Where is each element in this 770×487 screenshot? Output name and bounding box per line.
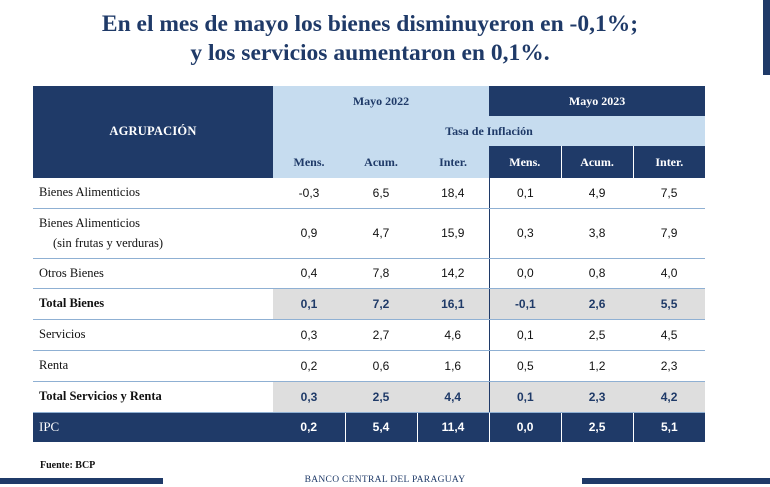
cell-value: 2,5 (345, 381, 417, 413)
footer-bank-name: BANCO CENTRAL DEL PARAGUAY (304, 475, 466, 485)
col-header-mens-2023: Mens. (489, 146, 562, 178)
cell-value: 0,1 (273, 288, 345, 320)
cell-value: 0,2 (273, 350, 345, 382)
cell-value: 0,5 (488, 350, 562, 382)
cell-value: 4,9 (561, 178, 634, 209)
col-header-acum-2023: Acum. (560, 146, 634, 178)
cell-value: 18,4 (417, 178, 490, 209)
title-line-2: y los servicios aumentaron en 0,1%. (190, 40, 550, 66)
col-header-acum-2022: Acum. (345, 146, 417, 178)
cell-value: -0,1 (488, 288, 562, 320)
cell-value: 0,2 (273, 412, 345, 442)
metric-header: Tasa de Inflación (273, 116, 706, 146)
cell-value: 0,4 (273, 258, 345, 289)
table-row-total-servicios: Total Servicios y Renta 0,3 2,5 4,4 0,1 … (33, 381, 706, 413)
cell-value: 4,4 (417, 381, 490, 413)
row-label: IPC (33, 412, 273, 442)
cell-value: 4,0 (633, 258, 706, 289)
cell-value: 2,7 (345, 319, 417, 351)
cell-value: 0,0 (488, 258, 562, 289)
col-header-inter-2022: Inter. (417, 146, 490, 178)
cell-value: 4,5 (633, 319, 706, 351)
inflation-table: Mayo 2022 Mayo 2023 AGRUPACIÓN Tasa de I… (33, 86, 706, 442)
source-note: Fuente: BCP (40, 460, 96, 471)
table-row: Otros Bienes 0,4 7,8 14,2 0,0 0,8 4,0 (33, 258, 706, 289)
table-row-ipc: IPC 0,2 5,4 11,4 0,0 2,5 5,1 (33, 412, 706, 442)
cell-value: 2,3 (561, 381, 634, 413)
row-label: Bienes Alimenticios (33, 178, 273, 209)
table-row-total-bienes: Total Bienes 0,1 7,2 16,1 -0,1 2,6 5,5 (33, 288, 706, 320)
cell-value: 16,1 (417, 288, 490, 320)
cell-value: 0,9 (273, 208, 345, 259)
period-2023-header: Mayo 2023 (489, 86, 706, 116)
col-header-inter-2023: Inter. (632, 146, 706, 178)
cell-value: 5,5 (633, 288, 706, 320)
cell-value: 6,5 (345, 178, 417, 209)
cell-value: 7,5 (633, 178, 706, 209)
cell-value: 5,1 (632, 412, 706, 442)
table-row: Bienes Alimenticios -0,3 6,5 18,4 0,1 4,… (33, 178, 706, 209)
cell-value: 0,3 (273, 381, 345, 413)
cell-value: 2,5 (560, 412, 634, 442)
cell-value: 14,2 (417, 258, 490, 289)
cell-value: 3,8 (561, 208, 634, 259)
row-label: Renta (33, 350, 273, 382)
table-row: Bienes Alimenticios (sin frutas y verdur… (33, 208, 706, 259)
cell-value: 7,2 (345, 288, 417, 320)
header-blank-bottom (33, 146, 273, 178)
right-edge-bar (763, 0, 770, 75)
table-row: Servicios 0,3 2,7 4,6 0,1 2,5 4,5 (33, 319, 706, 351)
cell-value: 2,5 (561, 319, 634, 351)
cell-value: 4,7 (345, 208, 417, 259)
cell-value: 0,0 (488, 412, 562, 442)
cell-value: 0,3 (273, 319, 345, 351)
cell-value: 0,1 (488, 319, 562, 351)
cell-value: 0,3 (488, 208, 562, 259)
row-label-line-2: (sin frutas y verduras) (53, 235, 164, 250)
footer-bar-left (0, 478, 163, 484)
row-label: Servicios (33, 319, 273, 351)
cell-value: 0,1 (488, 178, 562, 209)
row-label: Bienes Alimenticios (sin frutas y verdur… (33, 208, 273, 259)
cell-value: 4,6 (417, 319, 490, 351)
cell-value: 1,6 (417, 350, 490, 382)
cell-value: -0,3 (273, 178, 345, 209)
cell-value: 1,2 (561, 350, 634, 382)
header-blank-top (33, 86, 273, 116)
cell-value: 15,9 (417, 208, 490, 259)
table-row: Renta 0,2 0,6 1,6 0,5 1,2 2,3 (33, 350, 706, 382)
cell-value: 7,8 (345, 258, 417, 289)
col-header-mens-2022: Mens. (273, 146, 345, 178)
cell-value: 0,1 (488, 381, 562, 413)
cell-value: 2,6 (561, 288, 634, 320)
footer-bar-right (582, 478, 770, 484)
cell-value: 11,4 (416, 412, 490, 442)
cell-value: 5,4 (344, 412, 417, 442)
cell-value: 0,8 (561, 258, 634, 289)
cell-value: 0,6 (345, 350, 417, 382)
row-label: Total Bienes (33, 288, 273, 320)
period-2022-header: Mayo 2022 (273, 86, 490, 116)
page-title: En el mes de mayo los bienes disminuyero… (0, 10, 740, 68)
cell-value: 7,9 (633, 208, 706, 259)
row-label: Otros Bienes (33, 258, 273, 289)
row-label-line-1: Bienes Alimenticios (39, 215, 141, 230)
group-header: AGRUPACIÓN (33, 116, 273, 146)
row-label: Total Servicios y Renta (33, 381, 273, 413)
cell-value: 4,2 (633, 381, 706, 413)
cell-value: 2,3 (633, 350, 706, 382)
title-line-1: En el mes de mayo los bienes disminuyero… (101, 11, 639, 37)
